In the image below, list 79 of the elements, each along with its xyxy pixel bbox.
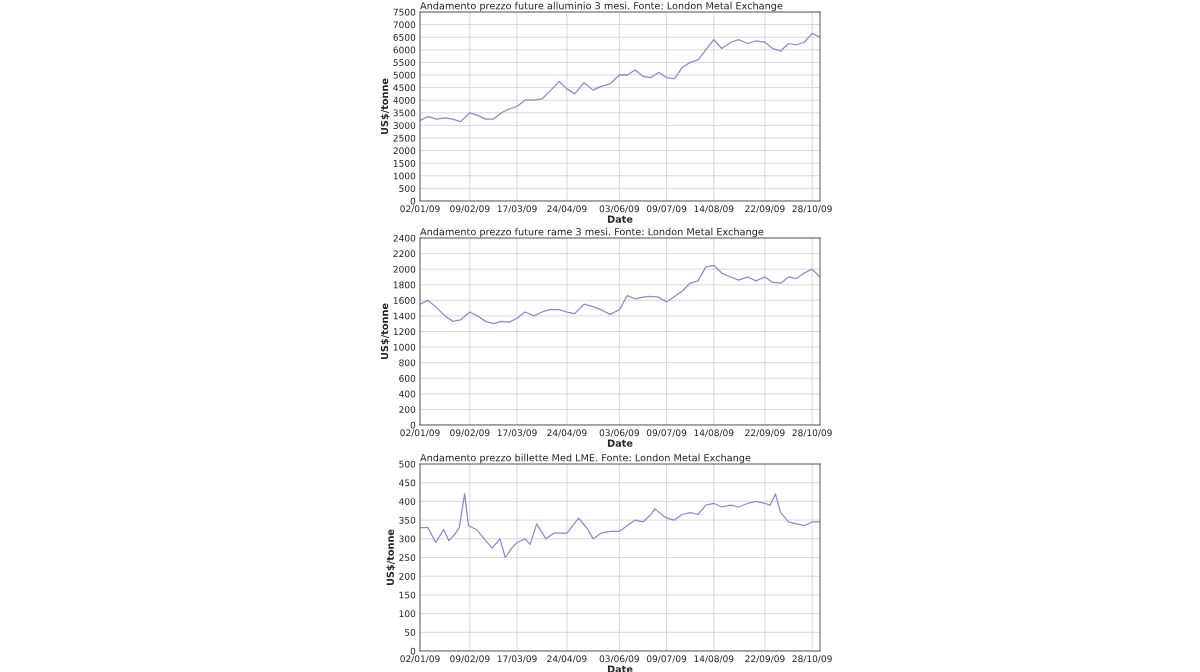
y-tick-label: 2200 [393, 250, 416, 258]
y-tick-label: 4500 [393, 84, 416, 92]
x-tick-label: 28/10/09 [792, 205, 832, 213]
y-tick-label: 50 [405, 629, 416, 636]
y-tick-label: 300 [399, 535, 416, 543]
y-tick-label: 7000 [393, 21, 416, 29]
x-tick-label: 02/01/09 [400, 655, 440, 663]
y-tick-label: 200 [399, 406, 416, 413]
y-tick-label: 1400 [393, 312, 416, 320]
y-tick-label: 1800 [393, 281, 416, 289]
x-axis-title: Date [607, 665, 633, 672]
y-axis-title: US$/tonne [386, 529, 396, 586]
y-tick-label: 100 [399, 610, 416, 618]
x-tick-label: 22/09/09 [745, 429, 785, 437]
chart-title: Andamento prezzo future alluminio 3 mesi. Fonte: London Metal Exchange [420, 1, 783, 12]
x-tick-label: 09/02/09 [450, 429, 490, 437]
x-tick-label: 14/08/09 [694, 205, 734, 213]
y-tick-label: 2000 [393, 265, 416, 273]
y-tick-label: 0 [410, 421, 416, 429]
x-tick-label: 03/06/09 [599, 429, 639, 437]
x-tick-label: 09/02/09 [450, 205, 490, 213]
x-tick-label: 14/08/09 [694, 655, 734, 663]
y-tick-label: 1200 [393, 328, 416, 336]
y-tick-label: 400 [399, 390, 416, 398]
x-axis-title: Date [607, 215, 633, 223]
y-axis-title: US$/tonne [380, 78, 390, 135]
y-tick-label: 6500 [393, 33, 416, 41]
y-tick-label: 6000 [393, 46, 416, 54]
x-tick-label: 02/01/09 [400, 205, 440, 213]
x-tick-label: 22/09/09 [745, 655, 785, 663]
x-tick-label: 03/06/09 [599, 205, 639, 213]
x-tick-label: 14/08/09 [694, 429, 734, 437]
x-tick-label: 17/03/09 [497, 429, 537, 437]
y-tick-label: 5500 [393, 59, 416, 66]
y-tick-label: 2500 [393, 134, 416, 142]
x-tick-label: 17/03/09 [497, 655, 537, 663]
line-series [420, 32, 820, 123]
y-tick-label: 1600 [393, 297, 416, 304]
x-tick-label: 28/10/09 [792, 429, 832, 437]
x-tick-label: 09/07/09 [646, 655, 687, 663]
y-tick-label: 250 [399, 554, 416, 562]
y-tick-label: 0 [410, 197, 416, 205]
y-tick-label: 1000 [393, 172, 416, 180]
x-tick-label: 02/01/09 [400, 429, 440, 437]
x-tick-label: 24/04/09 [547, 655, 587, 663]
x-tick-label: 28/10/09 [792, 655, 832, 663]
y-tick-label: 7500 [393, 8, 416, 16]
x-tick-label: 03/06/09 [599, 655, 639, 663]
x-axis-title: Date [607, 439, 633, 447]
y-tick-label: 500 [399, 460, 416, 468]
line-series [420, 493, 820, 559]
y-tick-label: 150 [399, 591, 416, 599]
x-tick-label: 24/04/09 [547, 205, 587, 213]
chart-title: Andamento prezzo billette Med LME. Fonte: London Metal Exchange [420, 453, 751, 464]
y-tick-label: 3000 [393, 122, 416, 129]
x-tick-label: 24/04/09 [547, 429, 587, 437]
y-tick-label: 1500 [393, 159, 416, 167]
y-tick-label: 4000 [393, 96, 416, 104]
y-tick-label: 600 [399, 374, 416, 382]
x-tick-label: 09/07/09 [646, 205, 687, 213]
y-tick-label: 5000 [393, 71, 416, 79]
x-tick-label: 09/02/09 [450, 655, 490, 663]
y-tick-label: 350 [399, 516, 416, 524]
y-tick-label: 200 [399, 572, 416, 580]
y-tick-label: 500 [399, 185, 416, 192]
y-tick-label: 800 [399, 359, 416, 367]
y-tick-label: 1000 [393, 343, 416, 351]
x-tick-label: 17/03/09 [497, 205, 537, 213]
chart-title: Andamento prezzo future rame 3 mesi. Fonte: London Metal Exchange [420, 227, 764, 238]
x-tick-label: 22/09/09 [745, 205, 785, 213]
y-tick-label: 2000 [393, 147, 416, 155]
x-tick-label: 09/07/09 [646, 429, 687, 437]
line-series [420, 264, 820, 325]
y-tick-label: 3500 [393, 109, 416, 117]
y-axis-title: US$/tonne [380, 303, 390, 360]
y-tick-label: 450 [399, 479, 416, 487]
y-tick-label: 400 [399, 498, 416, 505]
y-tick-label: 2400 [393, 234, 416, 242]
y-tick-label: 0 [410, 647, 416, 655]
